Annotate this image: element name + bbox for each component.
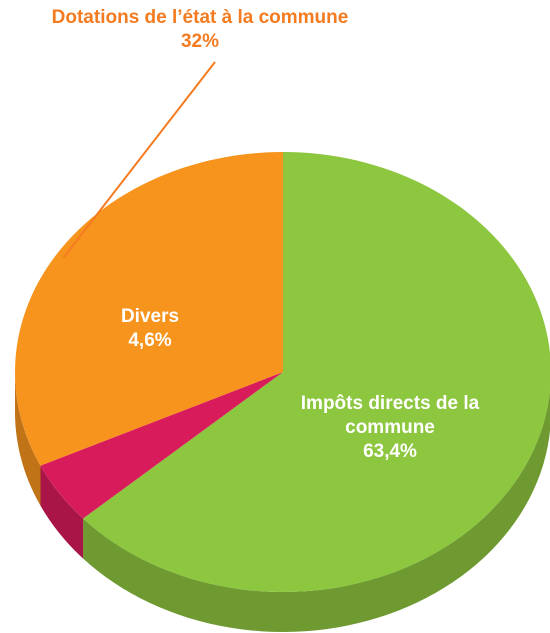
slice-label: Divers 4,6% xyxy=(40,305,260,353)
value-label: 4,6% xyxy=(128,330,172,351)
pie-side xyxy=(83,390,550,632)
pie-slice xyxy=(40,372,284,519)
leader-line xyxy=(62,61,216,259)
pie-side xyxy=(40,465,84,559)
value-label: 32% xyxy=(180,31,220,52)
pie-slice xyxy=(83,152,550,592)
pie-slice xyxy=(15,152,284,466)
category-label: Impôts directs de la commune xyxy=(300,393,480,438)
slice-label: Impôts directs de la commune 63,4% xyxy=(280,392,500,464)
pie-side xyxy=(15,372,41,506)
category-label: Dotations de l’état à la commune xyxy=(51,7,349,28)
value-label: 63,4% xyxy=(363,441,417,462)
slice-label: Dotations de l’état à la commune 32% xyxy=(0,6,400,54)
category-label: Divers xyxy=(120,306,180,327)
